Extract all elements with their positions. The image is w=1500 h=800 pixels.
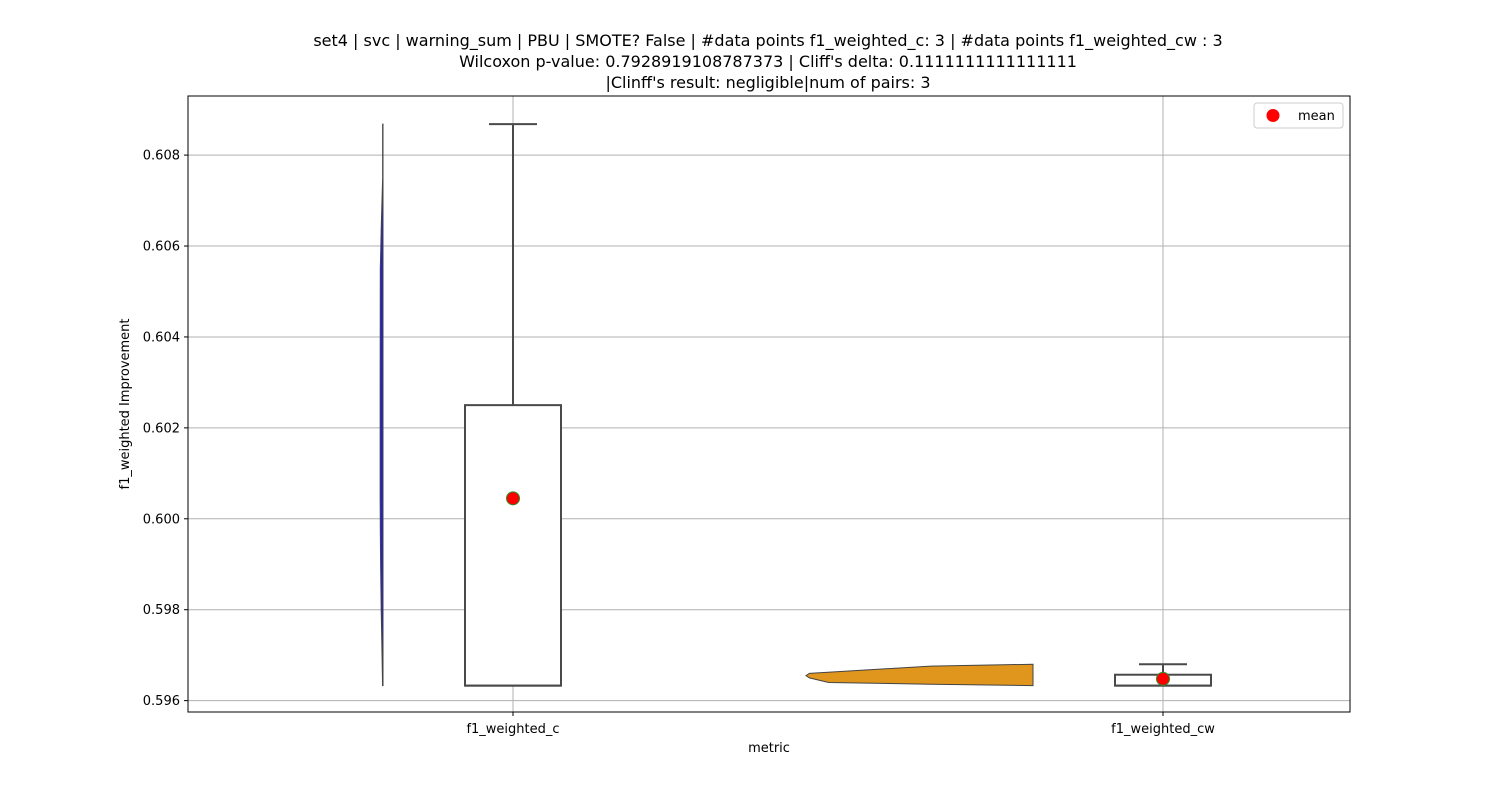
plot-frame (187, 95, 1351, 713)
legend-label-mean: mean (1298, 109, 1335, 124)
y-tick-label: 0.608 (143, 149, 180, 164)
y-tick-label: 0.604 (143, 330, 180, 345)
violin-f1_weighted_c (379, 123, 384, 687)
x-tick-label: f1_weighted_cw (1111, 722, 1215, 737)
mean-marker-f1_weighted_cw (1156, 671, 1170, 686)
y-tick-label: 0.596 (143, 694, 180, 709)
y-axis-ticks: 0.596 0.598 0.600 0.602 0.604 0.606 0.608 (143, 149, 188, 709)
x-tick-label: f1_weighted_c (466, 722, 559, 737)
y-axis-label: f1_weighted Improvement (118, 318, 133, 489)
plot-background (188, 96, 1350, 712)
title-line-3: |Clinff's result: negligible|num of pair… (605, 73, 930, 92)
y-tick-label: 0.598 (143, 603, 180, 618)
iqr-box (464, 404, 562, 687)
x-axis-label: metric (748, 741, 790, 756)
legend-mean-marker (1266, 109, 1280, 122)
legend: mean (1253, 102, 1344, 129)
mean-marker-f1_weighted_c (506, 491, 520, 506)
y-tick-label: 0.600 (143, 512, 180, 527)
title-line-1: set4 | svc | warning_sum | PBU | SMOTE? … (313, 31, 1222, 51)
y-tick-label: 0.606 (143, 240, 180, 255)
x-axis-ticks: f1_weighted_c f1_weighted_cw (466, 712, 1215, 737)
violins (379, 123, 1034, 687)
title-line-2: Wilcoxon p-value: 0.7928919108787373 | C… (459, 52, 1077, 71)
mean-markers (506, 491, 1170, 686)
violin-f1_weighted_cw (805, 663, 1034, 687)
legend-box (1253, 102, 1344, 129)
chart-title: set4 | svc | warning_sum | PBU | SMOTE? … (313, 31, 1222, 92)
y-tick-label: 0.602 (143, 421, 180, 436)
boxplot-f1_weighted_c (464, 123, 562, 687)
